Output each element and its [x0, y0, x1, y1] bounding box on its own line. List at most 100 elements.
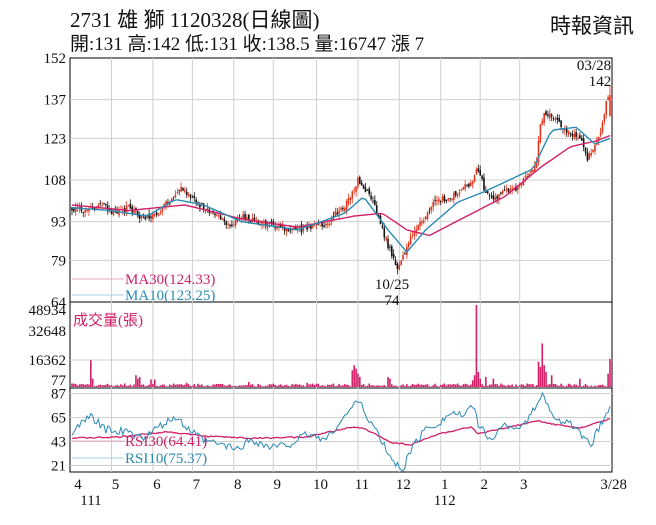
rsi30-line — [71, 418, 611, 446]
volume-tick-label: 77 — [51, 373, 67, 389]
volume-bar — [453, 383, 455, 387]
candle-body — [479, 170, 482, 176]
volume-bar — [400, 385, 402, 387]
candle-body — [426, 212, 429, 219]
volume-bar — [387, 376, 389, 387]
volume-bar — [97, 385, 100, 387]
month-label: 3 — [520, 477, 528, 493]
volume-bar — [532, 384, 534, 387]
volume-bar — [185, 382, 188, 387]
volume-bar — [584, 384, 587, 387]
candle-body — [417, 225, 419, 231]
volume-bar — [430, 386, 433, 387]
candle-body — [592, 149, 594, 153]
volume-bar — [95, 385, 98, 387]
candle-body — [165, 201, 167, 206]
month-label: 10 — [313, 477, 328, 493]
rsi-lines — [71, 391, 611, 472]
volume-bar — [550, 375, 553, 387]
candle-body — [353, 189, 355, 191]
volume-bar — [88, 384, 90, 387]
volume-bar — [264, 385, 267, 387]
candle-body — [419, 221, 421, 227]
rsi-tick-label: 65 — [51, 410, 66, 426]
volume-bar — [184, 384, 186, 387]
candle-body — [471, 181, 474, 185]
candle-body — [545, 111, 547, 116]
volume-bar — [490, 384, 493, 387]
candle-body — [328, 223, 331, 226]
candle-body — [244, 213, 246, 220]
volume-bar — [263, 386, 265, 387]
volume-bar — [500, 383, 502, 387]
candle-body — [187, 194, 190, 196]
volume-bar — [120, 384, 122, 387]
volume-bar — [172, 383, 175, 387]
volume-bar — [148, 384, 150, 387]
month-label: 6 — [153, 477, 161, 493]
volume-bar — [110, 385, 113, 387]
candle-body — [488, 194, 491, 196]
volume-bar — [567, 383, 570, 387]
candle-body — [202, 203, 205, 210]
price-tick-label: 64 — [51, 295, 67, 311]
volume-bar — [280, 384, 282, 387]
candle-body — [332, 216, 335, 217]
candle-body — [234, 219, 237, 226]
candle-body — [197, 202, 199, 204]
volume-bar — [334, 386, 337, 387]
volume-bar — [71, 383, 73, 387]
volume-bar — [421, 384, 423, 387]
volume-bar — [549, 384, 551, 387]
candle-body — [575, 132, 577, 137]
volume-bar — [443, 383, 446, 387]
volume-bar — [336, 385, 339, 387]
volume-bar — [541, 343, 544, 387]
candle-body — [285, 228, 288, 232]
volume-bar — [206, 385, 209, 387]
candle-body — [550, 114, 553, 117]
volume-bar — [451, 384, 453, 387]
rsi10-legend: RSI10(75.37) — [125, 451, 207, 467]
candle-body — [398, 265, 401, 270]
volume-bar — [398, 386, 401, 387]
volume-bar — [272, 383, 275, 387]
volume-bar — [131, 386, 133, 387]
candle-body — [530, 170, 532, 173]
volume-bar — [372, 385, 374, 387]
volume-bar — [560, 383, 562, 387]
candle-body — [605, 100, 608, 115]
candle-body — [206, 207, 209, 211]
candle-body — [498, 194, 500, 200]
candle-body — [597, 136, 600, 141]
volume-bar — [170, 385, 173, 387]
volume-bar — [86, 384, 88, 387]
volume-bar — [342, 385, 344, 387]
candle-body — [537, 140, 540, 163]
rsi-tick-label: 87 — [51, 386, 67, 402]
price-tick-label: 93 — [51, 215, 66, 231]
candle-body — [251, 218, 254, 221]
candle-body — [180, 186, 182, 192]
month-label: 11 — [355, 477, 369, 493]
candle-body — [432, 202, 434, 208]
volume-bar — [249, 384, 252, 387]
candle-body — [453, 192, 455, 200]
candle-body — [473, 175, 476, 182]
price-tick-label: 152 — [44, 51, 67, 67]
volume-bar — [195, 386, 197, 387]
volume-bar — [379, 386, 382, 387]
candle-body — [334, 211, 337, 217]
candle-body — [137, 211, 139, 217]
candle-body — [345, 201, 348, 211]
candle-body — [571, 133, 574, 137]
candle-body — [434, 200, 436, 202]
month-label: 2 — [480, 477, 488, 493]
candle-body — [543, 113, 545, 123]
candle-body — [82, 211, 85, 213]
candle-body — [509, 189, 512, 192]
volume-bar — [565, 385, 568, 387]
volume-bar — [603, 385, 606, 387]
candle-body — [599, 132, 602, 136]
rsi-tick-label: 21 — [51, 458, 66, 474]
